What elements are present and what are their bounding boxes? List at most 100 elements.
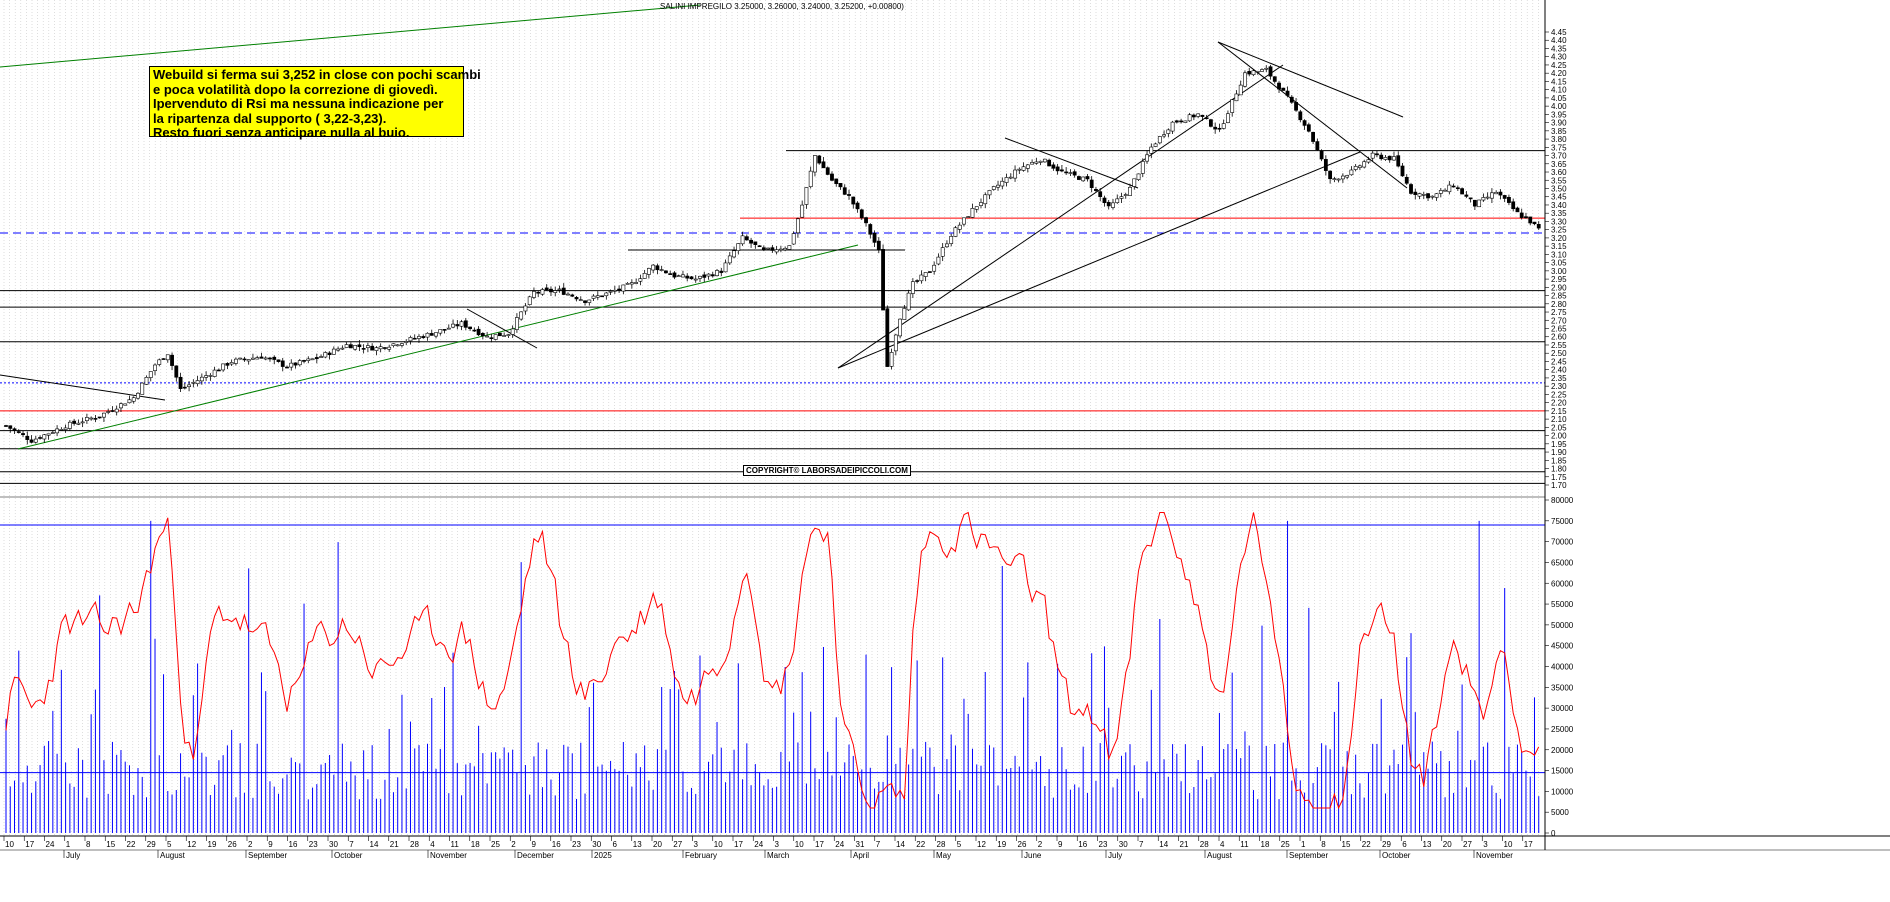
day-tick-label: 29 [147, 840, 156, 849]
candle-body [1187, 114, 1192, 122]
candle-body [957, 224, 962, 230]
candle-body [532, 291, 536, 298]
day-tick-label: 21 [390, 840, 399, 849]
day-tick-label: 25 [1281, 840, 1290, 849]
day-tick-label: 4 [430, 840, 435, 849]
green-uptrend-line [17, 244, 859, 450]
candle-body [851, 196, 856, 205]
candle-body [1008, 176, 1013, 179]
candle-body [1332, 178, 1337, 180]
day-tick-label: 18 [1261, 840, 1270, 849]
candle-body [161, 358, 166, 360]
candle-body [263, 357, 268, 360]
candle-body [1409, 184, 1413, 194]
candle-body [1417, 193, 1422, 197]
candle-body [1524, 216, 1528, 219]
candle-body [242, 358, 247, 361]
candle-body [723, 262, 728, 273]
candle-body [800, 204, 805, 218]
downtrend-line-november [466, 308, 538, 349]
candle-body [647, 268, 651, 275]
candle-body [170, 354, 174, 366]
candle-body [1119, 196, 1124, 199]
candle-body [570, 294, 575, 297]
day-tick-label: 29 [1382, 840, 1391, 849]
candle-body [387, 346, 392, 350]
price-tick-label: 3.95 [1551, 110, 1567, 119]
candle-body [906, 292, 911, 311]
price-tick-label: 2.50 [1551, 349, 1567, 358]
candle-body [1238, 84, 1243, 96]
candle-body [608, 290, 613, 293]
candle-body [1030, 162, 1034, 165]
day-axis-labels: 10 17 24 1 8 15 22 29 5 12 19 26 2 9 16 23 30 7 14 21 28 4 11 1… [3, 836, 1533, 849]
month-label: September [248, 851, 287, 860]
month-label: February [685, 851, 717, 860]
candle-body [110, 410, 115, 412]
day-tick-label: 8 [1321, 840, 1326, 849]
day-tick-label: 24 [46, 840, 55, 849]
day-tick-label: 2 [511, 840, 516, 849]
candle-body [1145, 154, 1149, 162]
candle-body [991, 186, 996, 190]
candle-body [425, 332, 430, 338]
candle-body [1485, 196, 1490, 199]
candle-body [1255, 70, 1260, 73]
candle-body [676, 275, 681, 277]
candle-body [1383, 157, 1388, 160]
candle-body [157, 359, 162, 365]
candle-body [438, 329, 443, 334]
candle-body [502, 335, 507, 337]
candle-body [204, 375, 209, 378]
candle-body [583, 300, 587, 303]
candle-body [1102, 197, 1107, 204]
candle-body [561, 287, 566, 295]
candle-body [587, 299, 592, 303]
candle-body [1311, 131, 1315, 142]
day-tick-label: 6 [1402, 840, 1407, 849]
candle-body [400, 343, 404, 346]
day-tick-label: 10 [1504, 840, 1513, 849]
day-tick-label: 24 [754, 840, 763, 849]
candle-body [1132, 178, 1137, 187]
candle-body [1162, 134, 1166, 137]
candle-body [1166, 129, 1171, 134]
candle-body [574, 297, 579, 300]
candle-body [749, 239, 753, 244]
candle-body [876, 240, 881, 250]
candle-body [889, 352, 894, 367]
candle-body [131, 397, 136, 402]
candle-body [348, 344, 353, 349]
candle-body [268, 357, 272, 360]
candle-body [72, 420, 77, 424]
price-tick-label: 4.45 [1551, 28, 1567, 37]
candle-body [1251, 70, 1256, 76]
candle-body [966, 216, 971, 218]
month-label: April [853, 851, 869, 860]
day-tick-label: 24 [835, 840, 844, 849]
price-tick-label: 1.95 [1551, 440, 1567, 449]
candle-body [1183, 120, 1188, 123]
volume-tick-label: 55000 [1551, 600, 1574, 609]
candle-body [357, 344, 362, 348]
candle-body [199, 376, 204, 382]
candle-body [285, 366, 289, 369]
candle-body [638, 278, 643, 282]
month-label: May [936, 851, 951, 860]
candle-body [1438, 190, 1443, 194]
candle-body [557, 288, 562, 291]
candle-body [979, 202, 983, 206]
candle-body [945, 243, 949, 248]
ticker-header: SALINI IMPREGILO 3.25000, 3.26000, 3.240… [660, 2, 904, 11]
candle-body [953, 227, 958, 237]
candle-body [1017, 168, 1022, 171]
volume-tick-label: 80000 [1551, 496, 1574, 505]
candle-body [1277, 82, 1281, 90]
candle-body [1434, 193, 1439, 198]
candle-body [1404, 176, 1409, 184]
month-label: June [1024, 851, 1042, 860]
candle-body [693, 278, 698, 281]
price-tick-label: 3.35 [1551, 209, 1567, 218]
candle-body [123, 403, 128, 406]
candle-body [136, 392, 140, 399]
